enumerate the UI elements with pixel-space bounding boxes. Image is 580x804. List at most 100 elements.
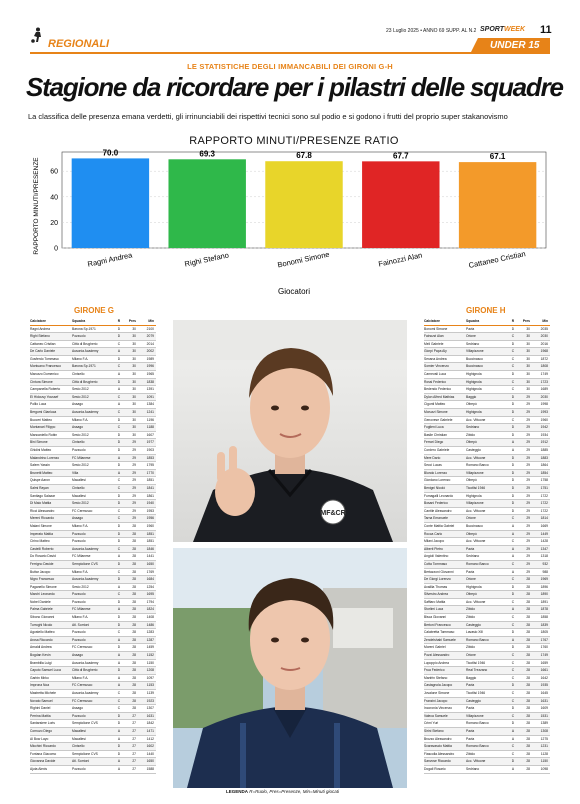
table-cell: 28 — [123, 636, 138, 645]
table-cell: 28 — [123, 598, 138, 607]
table-row: Pollio Luca Assago A 30 1384 — [30, 400, 156, 410]
table-cell: 2035 — [532, 325, 550, 334]
table-header-cell: Calciatore — [30, 318, 72, 326]
table-cell: 29 — [123, 469, 138, 478]
table-cell: 28 — [517, 590, 532, 599]
table-cell: 1091 — [138, 393, 156, 402]
table-cell: D — [509, 340, 517, 349]
table-cell: 30 — [517, 378, 532, 387]
table-cell: 28 — [123, 628, 138, 637]
table-cell: Milani Jacopo — [424, 537, 466, 546]
table-cell: Mere Dario — [424, 454, 466, 463]
table-cell: 28 — [517, 598, 532, 607]
table-cell: D — [509, 507, 517, 516]
table-cell: Marchi Leonardo — [30, 590, 72, 599]
table-row: Salmi Rayan Cinisello C 29 1841 — [30, 484, 156, 493]
table-cell: C — [509, 575, 517, 584]
table-cell: Montuano Francesco — [30, 362, 72, 372]
table-cell: Ticotlisi 1946 — [466, 689, 509, 698]
table-row: Bogdan Kevin Assago A 28 1152 — [30, 651, 156, 660]
table-row: Bini Simone Cinisello D 29 1977 — [30, 438, 156, 447]
table-cell: 29 — [517, 537, 532, 546]
table-cell: 29 — [517, 469, 532, 478]
chart-bar — [362, 161, 440, 248]
table-row: Ferrari Diego Oltrepò A 29 1912 — [424, 438, 550, 447]
table-cell: Pavia — [466, 735, 509, 744]
chart-y-tick-label: 0 — [54, 246, 58, 253]
chart-x-axis-label: Giocatori — [278, 287, 310, 296]
table-cell: 1940 — [138, 499, 156, 508]
table-row: Scaravascio Mattia Romano Banco C 28 1231 — [424, 742, 550, 751]
table-cell: C — [509, 355, 517, 364]
table-cell: 30 — [517, 347, 532, 356]
table-cell: A — [509, 552, 517, 561]
table-cell: 28 — [123, 537, 138, 546]
table-cell: FC Cermusco — [72, 697, 115, 706]
table-cell: 1695 — [138, 590, 156, 599]
table-cell: Bogdan Kevin — [30, 651, 72, 660]
table-row: Bergomi Gianluca Ausonia Academy C 30 1241 — [30, 408, 156, 417]
table-cell: 27 — [123, 735, 138, 744]
table-cell: Ferrigno Davide — [30, 560, 72, 569]
table-cell: 1609 — [532, 704, 550, 713]
table-cell: Atl. Sorrioni — [72, 757, 115, 766]
table-cell: Sirini Stefano — [424, 727, 466, 736]
table-row: Caputo Samuel Luca Città di Brugherio D 28 1… — [30, 666, 156, 675]
table-cell: Highignola — [466, 408, 509, 417]
table-cell: Cotta Tommaso — [424, 560, 466, 569]
table-legend: LEGENDA R=Ruolo, Pres=Presenze, Min=Minu… — [226, 789, 426, 797]
table-cell: Saffiaro Mattia — [424, 598, 466, 607]
table-cell: Fiascolla Alessandro — [424, 750, 466, 759]
chart-value-label: 67.1 — [490, 152, 506, 161]
table-cell: 1471 — [138, 727, 156, 736]
table-cell: 29 — [517, 530, 532, 539]
table-cell: A — [509, 545, 517, 554]
table-row: Tarna Emanuele Orione C 29 1814 — [424, 514, 550, 523]
table-cell: Carnevali Luca — [424, 370, 466, 379]
table-cell: Mancaniello Robin — [30, 431, 72, 440]
table-cell: 1722 — [532, 492, 550, 501]
table-cell: A — [115, 757, 123, 766]
table-cell: Acc. Vittuone — [466, 598, 509, 607]
table-cell: A — [509, 727, 517, 736]
table-cell: Cinisello — [72, 484, 115, 493]
table-row: Palma Gabriele FC Milanese A 28 1824 — [30, 605, 156, 615]
table-cell: 30 — [517, 325, 532, 334]
table-cell: D — [509, 583, 517, 592]
table-cell: 1896 — [532, 583, 550, 592]
table-cell: 29 — [123, 492, 138, 501]
table-cell: 1968 — [532, 347, 550, 356]
table-row: Al Bow Layo Macallesi A 27 1412 — [30, 735, 156, 744]
table-cell: D — [509, 454, 517, 463]
table-cell: D — [509, 484, 517, 493]
table-cell: Fainozzi Alan — [424, 332, 466, 341]
table-cell: 1318 — [532, 552, 550, 561]
table-cell: 1607 — [138, 431, 156, 440]
table-cell: 28 — [123, 552, 138, 561]
table-row: Paganello Simone Sesto 2012 A 28 1254 — [30, 583, 156, 592]
table-cell: A — [115, 651, 123, 660]
table-cell: 29 — [123, 514, 138, 523]
table-cell: 28 — [123, 568, 138, 577]
table-cell: FC Cermusco — [72, 681, 115, 690]
table-cell: Crimi Yuri — [424, 719, 466, 728]
table-cell: C — [115, 340, 123, 349]
table-cell: 1188 — [138, 423, 156, 432]
table-cell: Romano Banco — [466, 636, 509, 645]
table-cell: 28 — [123, 545, 138, 554]
table-cell: C — [115, 507, 123, 516]
chart-title: RAPPORTO MINUTI/PRESENZE RATIO — [189, 135, 399, 147]
table-cell: Zibido — [466, 613, 509, 622]
table-cell: 29 — [517, 514, 532, 523]
table-cell: 1903 — [138, 446, 156, 455]
table-row: Mastretta Michele Ausonia Academy C 28 1139 — [30, 689, 156, 698]
table-cell: Buccinasco — [466, 522, 509, 531]
table-cell: Acc. Vittuone — [466, 416, 509, 425]
table-cell: 28 — [517, 719, 532, 728]
table-cell: A — [115, 454, 123, 463]
table-cell: Nigro Francesco — [30, 575, 72, 584]
table-cell: 28 — [517, 742, 532, 751]
table-cell: Giovanna Davide — [30, 757, 72, 766]
table-cell: 28 — [123, 674, 138, 683]
table-cell: 29 — [517, 431, 532, 440]
